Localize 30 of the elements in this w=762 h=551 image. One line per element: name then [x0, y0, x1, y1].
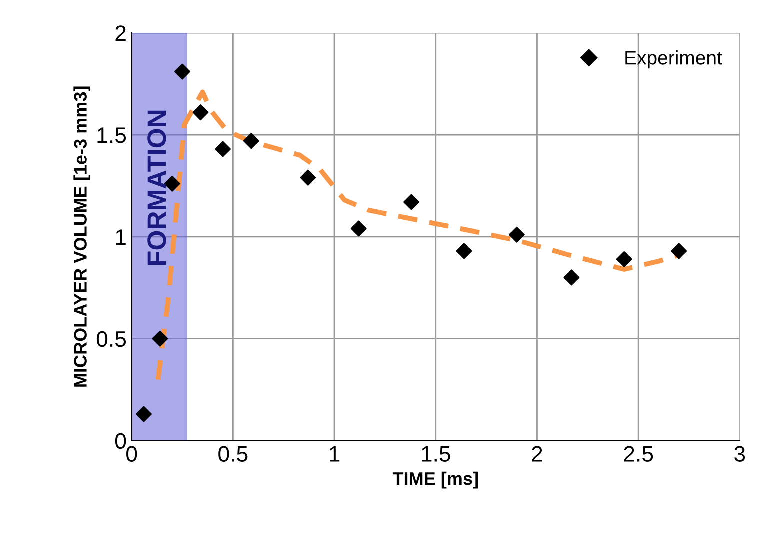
y-tick-label: 2: [116, 26, 126, 42]
point: [300, 170, 316, 186]
x-tick-label: 3: [734, 446, 746, 462]
point: [215, 141, 232, 158]
point: [616, 251, 632, 268]
legend-label: Experiment: [626, 50, 722, 69]
point: [243, 133, 260, 150]
x-tick-label: 1.5: [422, 446, 450, 462]
point: [152, 330, 168, 347]
point: [192, 104, 209, 121]
point: [174, 64, 190, 80]
x-axis-title: TIME [ms]: [392, 472, 478, 489]
x-tick-label: 2: [532, 446, 542, 462]
y-axis-title: MICROLAYER VOLUME [1e-3 mm3]: [74, 86, 91, 387]
y-tick-label: 0: [115, 433, 126, 450]
x-tick-label: 2.5: [624, 446, 654, 462]
point: [404, 194, 420, 210]
band-label: FORMATION: [148, 110, 166, 266]
point: [136, 406, 152, 422]
y-tick-label: 1: [116, 230, 126, 245]
x-tick-label: 0: [126, 446, 138, 462]
point: [564, 270, 580, 286]
point: [671, 243, 688, 260]
point: [508, 226, 525, 243]
x-tick-label: 0.5: [218, 446, 248, 462]
y-tick-label: 0.5: [96, 331, 126, 348]
x-tick-label: 1: [330, 446, 340, 462]
point: [456, 243, 472, 260]
y-tick-label: 1.5: [98, 128, 126, 144]
point: [350, 220, 367, 237]
